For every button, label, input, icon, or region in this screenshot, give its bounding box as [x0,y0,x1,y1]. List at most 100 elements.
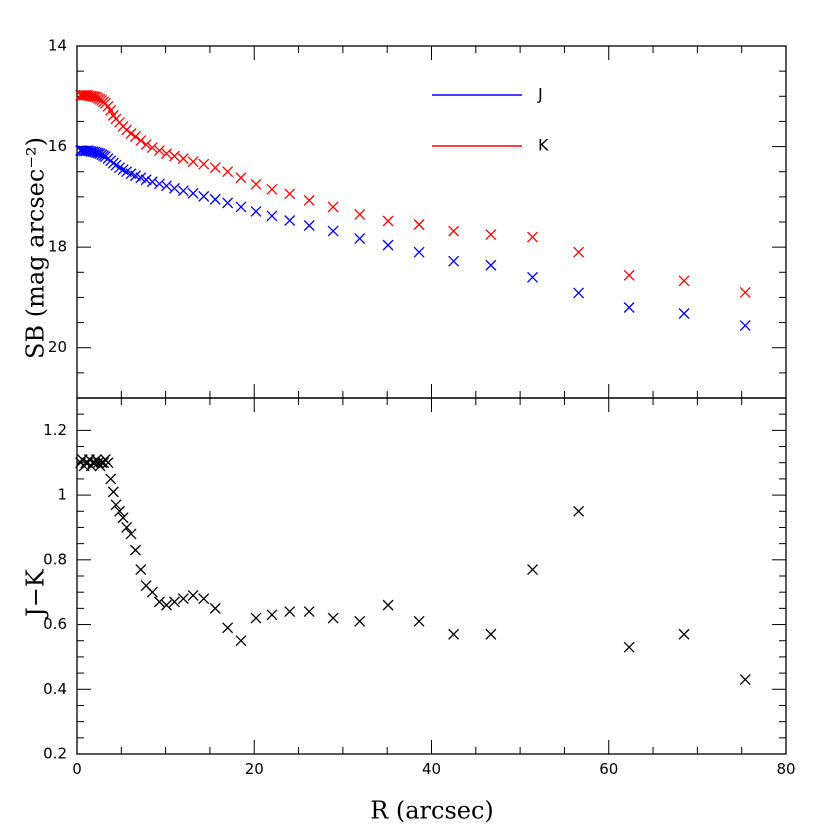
top-point-k [161,148,172,160]
bottom-point-series [448,628,460,640]
bottom-point-series [413,615,425,627]
top-point-j [114,162,125,174]
bottom-point-series [146,586,158,598]
bottom-point-series [107,486,119,498]
bottom-y-tick-label: 0.8 [43,550,67,568]
top-y-axis-title: SB (mag arcsec⁻²) [22,137,50,359]
top-y-tick-label: 18 [48,238,67,256]
top-point-j [140,174,152,186]
bottom-point-series [623,641,635,653]
legend-label-k: K [538,136,549,155]
top-point-j [110,159,122,171]
x-tick-label: 0 [72,760,82,778]
bottom-point-series [327,612,339,624]
top-point-j [354,233,366,245]
top-point-j [527,271,538,283]
bottom-point-series [117,512,129,524]
top-point-k [413,219,425,230]
top-panel: 14 16 18 20 [48,37,787,399]
bottom-point-series [382,599,394,611]
bottom-y-tick-label: 1 [57,486,67,504]
bottom-point-series [187,589,199,601]
bottom-point-series [235,635,247,647]
top-point-k [382,215,394,227]
top-point-j [485,259,497,271]
bottom-point-series [135,564,147,575]
top-point-j [177,185,189,197]
top-point-j [169,182,180,194]
top-point-j [161,180,172,192]
bottom-y-tick-label: 0.4 [43,680,67,698]
bottom-point-series [110,499,122,511]
top-point-k [448,225,460,237]
bottom-point-series [121,521,133,533]
bottom-point-series [739,674,751,686]
x-tick-label: 80 [776,760,795,778]
bottom-point-series [303,606,315,618]
top-point-k [623,269,635,281]
x-tick-label: 20 [245,760,264,778]
bottom-point-series [573,505,585,517]
top-plot-frame [76,45,787,399]
top-point-k [354,208,366,220]
top-point-j [448,255,460,267]
top-y-tick-label: 20 [48,338,67,356]
top-y-tick-label: 14 [48,37,67,55]
top-point-k [485,229,497,241]
bottom-y-tick-label: 0.6 [43,615,67,633]
top-point-j [382,239,394,251]
top-point-j [222,197,234,209]
bottom-point-series [198,593,210,605]
top-point-j [235,201,247,213]
bottom-panel: 0 20 40 60 80 0.2 0.4 0.6 0.8 1 1.2 [43,397,796,778]
top-point-k [739,286,751,298]
top-point-k [130,131,141,142]
bottom-point-series [250,612,262,624]
bottom-point-series [130,544,141,556]
bottom-point-series [102,457,114,469]
bottom-point-series [266,609,278,621]
top-point-k [527,231,538,243]
bottom-y-tick-label: 0.2 [43,745,67,763]
top-point-k [573,246,585,258]
top-point-j [413,246,425,258]
legend-label-j: J [537,85,543,104]
bottom-point-series [114,505,125,517]
top-point-k [140,139,152,151]
top-point-k [250,178,262,190]
top-point-k [222,166,234,178]
bottom-point-series [98,457,110,469]
bottom-y-tick-label: 1.2 [43,421,67,439]
top-point-k [105,104,117,116]
bottom-point-series [354,615,366,627]
top-point-j [303,220,315,231]
bottom-plot-frame [76,397,787,755]
top-point-k [284,188,296,200]
top-point-j [327,225,339,237]
bottom-point-series [92,457,104,469]
top-point-k [678,275,690,287]
top-point-k [187,156,199,168]
top-point-j [187,187,199,199]
top-point-k [198,158,210,170]
bottom-y-axis-title: J−K [22,568,50,620]
bottom-point-series [105,473,117,485]
top-point-j [250,205,262,217]
bottom-point-series [153,596,165,608]
top-point-j [117,164,129,176]
top-point-k [327,201,339,213]
top-y-tick-label: 16 [48,137,67,155]
top-point-k [89,91,101,103]
x-axis-title: R (arcsec) [370,797,494,825]
top-point-j [284,215,296,226]
top-point-j [146,176,158,188]
top-point-j [153,178,165,190]
top-point-j [92,147,104,159]
legend: J K [432,85,549,155]
top-point-j [678,308,690,319]
bottom-point-series [284,606,296,618]
bottom-point-series [527,564,538,575]
top-point-k [235,172,247,184]
top-point-k [266,183,278,195]
